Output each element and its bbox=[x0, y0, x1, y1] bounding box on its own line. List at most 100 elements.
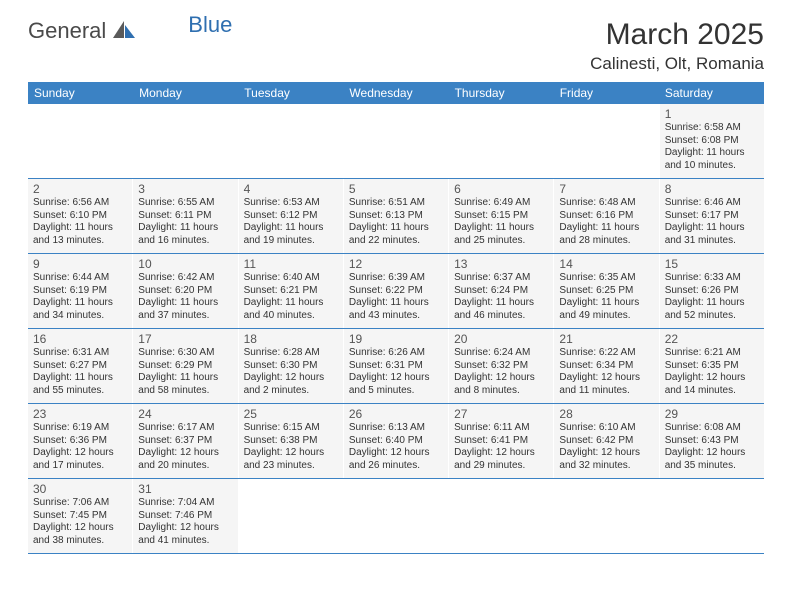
day-number: 8 bbox=[665, 182, 759, 196]
day-number: 5 bbox=[349, 182, 443, 196]
day-number: 7 bbox=[559, 182, 653, 196]
weeks-container: 1Sunrise: 6:58 AMSunset: 6:08 PMDaylight… bbox=[28, 104, 764, 554]
day-info: Sunrise: 6:28 AMSunset: 6:30 PMDaylight:… bbox=[244, 347, 338, 397]
day-number: 31 bbox=[138, 482, 232, 496]
day-cell: 24Sunrise: 6:17 AMSunset: 6:37 PMDayligh… bbox=[133, 404, 238, 478]
week-row: 23Sunrise: 6:19 AMSunset: 6:36 PMDayligh… bbox=[28, 404, 764, 479]
day-info: Sunrise: 6:55 AMSunset: 6:11 PMDaylight:… bbox=[138, 197, 232, 247]
day-header-row: SundayMondayTuesdayWednesdayThursdayFrid… bbox=[28, 82, 764, 104]
day-info: Sunrise: 6:26 AMSunset: 6:31 PMDaylight:… bbox=[349, 347, 443, 397]
day-info: Sunrise: 6:24 AMSunset: 6:32 PMDaylight:… bbox=[454, 347, 548, 397]
brand-logo: General Blue bbox=[28, 18, 232, 44]
day-cell: 22Sunrise: 6:21 AMSunset: 6:35 PMDayligh… bbox=[660, 329, 764, 403]
day-info: Sunrise: 6:51 AMSunset: 6:13 PMDaylight:… bbox=[349, 197, 443, 247]
day-info: Sunrise: 6:37 AMSunset: 6:24 PMDaylight:… bbox=[454, 272, 548, 322]
day-cell: 12Sunrise: 6:39 AMSunset: 6:22 PMDayligh… bbox=[344, 254, 449, 328]
day-info: Sunrise: 6:17 AMSunset: 6:37 PMDaylight:… bbox=[138, 422, 232, 472]
day-info: Sunrise: 6:39 AMSunset: 6:22 PMDaylight:… bbox=[349, 272, 443, 322]
day-number: 3 bbox=[138, 182, 232, 196]
day-info: Sunrise: 6:58 AMSunset: 6:08 PMDaylight:… bbox=[665, 122, 759, 172]
day-info: Sunrise: 6:35 AMSunset: 6:25 PMDaylight:… bbox=[559, 272, 653, 322]
week-row: 1Sunrise: 6:58 AMSunset: 6:08 PMDaylight… bbox=[28, 104, 764, 179]
day-info: Sunrise: 6:40 AMSunset: 6:21 PMDaylight:… bbox=[244, 272, 338, 322]
day-number: 28 bbox=[559, 407, 653, 421]
day-number: 16 bbox=[33, 332, 127, 346]
day-info: Sunrise: 6:46 AMSunset: 6:17 PMDaylight:… bbox=[665, 197, 759, 247]
day-info: Sunrise: 6:10 AMSunset: 6:42 PMDaylight:… bbox=[559, 422, 653, 472]
day-info: Sunrise: 6:21 AMSunset: 6:35 PMDaylight:… bbox=[665, 347, 759, 397]
empty-cell bbox=[660, 479, 764, 553]
day-number: 22 bbox=[665, 332, 759, 346]
day-info: Sunrise: 6:19 AMSunset: 6:36 PMDaylight:… bbox=[33, 422, 127, 472]
week-row: 30Sunrise: 7:06 AMSunset: 7:45 PMDayligh… bbox=[28, 479, 764, 554]
day-number: 20 bbox=[454, 332, 548, 346]
day-cell: 1Sunrise: 6:58 AMSunset: 6:08 PMDaylight… bbox=[660, 104, 764, 178]
day-number: 21 bbox=[559, 332, 653, 346]
day-number: 13 bbox=[454, 257, 548, 271]
day-info: Sunrise: 6:22 AMSunset: 6:34 PMDaylight:… bbox=[559, 347, 653, 397]
day-number: 29 bbox=[665, 407, 759, 421]
day-cell: 8Sunrise: 6:46 AMSunset: 6:17 PMDaylight… bbox=[660, 179, 764, 253]
day-number: 24 bbox=[138, 407, 232, 421]
day-number: 30 bbox=[33, 482, 127, 496]
day-number: 10 bbox=[138, 257, 232, 271]
week-row: 16Sunrise: 6:31 AMSunset: 6:27 PMDayligh… bbox=[28, 329, 764, 404]
empty-cell bbox=[344, 479, 449, 553]
day-number: 14 bbox=[559, 257, 653, 271]
day-cell: 15Sunrise: 6:33 AMSunset: 6:26 PMDayligh… bbox=[660, 254, 764, 328]
day-header: Wednesday bbox=[343, 82, 448, 104]
day-header: Friday bbox=[554, 82, 659, 104]
day-cell: 25Sunrise: 6:15 AMSunset: 6:38 PMDayligh… bbox=[239, 404, 344, 478]
day-cell: 21Sunrise: 6:22 AMSunset: 6:34 PMDayligh… bbox=[554, 329, 659, 403]
empty-cell bbox=[239, 104, 344, 178]
day-cell: 10Sunrise: 6:42 AMSunset: 6:20 PMDayligh… bbox=[133, 254, 238, 328]
title-block: March 2025 Calinesti, Olt, Romania bbox=[590, 18, 764, 74]
day-number: 23 bbox=[33, 407, 127, 421]
day-info: Sunrise: 6:31 AMSunset: 6:27 PMDaylight:… bbox=[33, 347, 127, 397]
day-number: 6 bbox=[454, 182, 548, 196]
day-cell: 4Sunrise: 6:53 AMSunset: 6:12 PMDaylight… bbox=[239, 179, 344, 253]
day-number: 27 bbox=[454, 407, 548, 421]
day-cell: 16Sunrise: 6:31 AMSunset: 6:27 PMDayligh… bbox=[28, 329, 133, 403]
day-number: 15 bbox=[665, 257, 759, 271]
day-cell: 17Sunrise: 6:30 AMSunset: 6:29 PMDayligh… bbox=[133, 329, 238, 403]
day-number: 4 bbox=[244, 182, 338, 196]
page-header: General Blue March 2025 Calinesti, Olt, … bbox=[28, 18, 764, 74]
empty-cell bbox=[449, 104, 554, 178]
day-number: 11 bbox=[244, 257, 338, 271]
day-number: 12 bbox=[349, 257, 443, 271]
day-header: Sunday bbox=[28, 82, 133, 104]
day-cell: 30Sunrise: 7:06 AMSunset: 7:45 PMDayligh… bbox=[28, 479, 133, 553]
day-info: Sunrise: 6:53 AMSunset: 6:12 PMDaylight:… bbox=[244, 197, 338, 247]
day-info: Sunrise: 6:42 AMSunset: 6:20 PMDaylight:… bbox=[138, 272, 232, 322]
day-cell: 18Sunrise: 6:28 AMSunset: 6:30 PMDayligh… bbox=[239, 329, 344, 403]
day-cell: 13Sunrise: 6:37 AMSunset: 6:24 PMDayligh… bbox=[449, 254, 554, 328]
month-title: March 2025 bbox=[590, 18, 764, 52]
empty-cell bbox=[344, 104, 449, 178]
day-cell: 14Sunrise: 6:35 AMSunset: 6:25 PMDayligh… bbox=[554, 254, 659, 328]
day-cell: 2Sunrise: 6:56 AMSunset: 6:10 PMDaylight… bbox=[28, 179, 133, 253]
day-cell: 11Sunrise: 6:40 AMSunset: 6:21 PMDayligh… bbox=[239, 254, 344, 328]
day-cell: 29Sunrise: 6:08 AMSunset: 6:43 PMDayligh… bbox=[660, 404, 764, 478]
day-number: 17 bbox=[138, 332, 232, 346]
brand-part2: Blue bbox=[188, 12, 232, 38]
day-header: Thursday bbox=[449, 82, 554, 104]
day-cell: 3Sunrise: 6:55 AMSunset: 6:11 PMDaylight… bbox=[133, 179, 238, 253]
week-row: 9Sunrise: 6:44 AMSunset: 6:19 PMDaylight… bbox=[28, 254, 764, 329]
day-info: Sunrise: 6:11 AMSunset: 6:41 PMDaylight:… bbox=[454, 422, 548, 472]
day-number: 2 bbox=[33, 182, 127, 196]
empty-cell bbox=[449, 479, 554, 553]
day-cell: 31Sunrise: 7:04 AMSunset: 7:46 PMDayligh… bbox=[133, 479, 238, 553]
day-number: 26 bbox=[349, 407, 443, 421]
day-cell: 28Sunrise: 6:10 AMSunset: 6:42 PMDayligh… bbox=[554, 404, 659, 478]
day-info: Sunrise: 6:30 AMSunset: 6:29 PMDaylight:… bbox=[138, 347, 232, 397]
empty-cell bbox=[239, 479, 344, 553]
day-number: 19 bbox=[349, 332, 443, 346]
empty-cell bbox=[28, 104, 133, 178]
day-cell: 19Sunrise: 6:26 AMSunset: 6:31 PMDayligh… bbox=[344, 329, 449, 403]
empty-cell bbox=[133, 104, 238, 178]
day-cell: 6Sunrise: 6:49 AMSunset: 6:15 PMDaylight… bbox=[449, 179, 554, 253]
day-cell: 20Sunrise: 6:24 AMSunset: 6:32 PMDayligh… bbox=[449, 329, 554, 403]
day-info: Sunrise: 6:49 AMSunset: 6:15 PMDaylight:… bbox=[454, 197, 548, 247]
day-cell: 23Sunrise: 6:19 AMSunset: 6:36 PMDayligh… bbox=[28, 404, 133, 478]
